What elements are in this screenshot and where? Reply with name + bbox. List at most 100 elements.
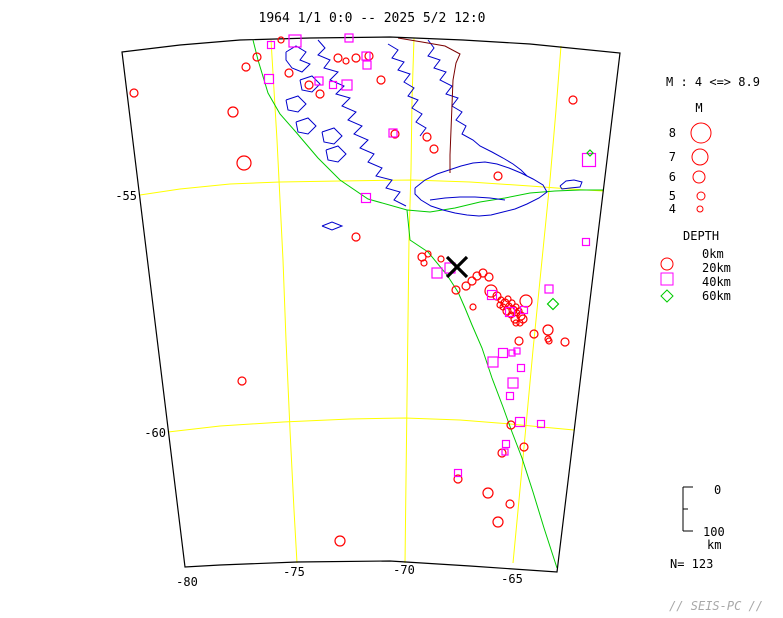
depth-0km-label: 0km bbox=[702, 247, 724, 261]
mag-7-label: 7 bbox=[669, 150, 676, 164]
epicenter-square-icon bbox=[519, 305, 529, 315]
epicenter-square-icon bbox=[508, 349, 516, 357]
lat-label--55: -55 bbox=[115, 189, 137, 203]
seis-pc-watermark: // SEIS-PC // bbox=[669, 599, 763, 613]
coastline bbox=[285, 95, 307, 113]
depth-scale-unit-label: km bbox=[707, 538, 721, 552]
epicenter-circle-icon bbox=[529, 329, 539, 339]
epicenter-square-icon bbox=[453, 468, 463, 478]
plate-boundary-line bbox=[406, 209, 558, 569]
coastlines bbox=[285, 39, 583, 231]
latitude-line bbox=[167, 417, 575, 433]
coastline bbox=[429, 196, 506, 201]
depth-legend: DEPTH 0km 20km 40km 60km bbox=[660, 229, 731, 303]
depth-header: DEPTH bbox=[683, 229, 719, 243]
epicenter-circle-icon bbox=[519, 294, 533, 308]
graticule-lines bbox=[139, 37, 604, 564]
epicenter-square-icon bbox=[544, 284, 554, 294]
x-stroke bbox=[445, 255, 469, 279]
longitude-line bbox=[270, 39, 298, 564]
event-count-label: N= 123 bbox=[670, 557, 713, 571]
epicenter-circle-icon bbox=[342, 57, 350, 65]
country-border-line bbox=[397, 37, 461, 173]
coastline bbox=[299, 75, 321, 93]
mag-6-label: 6 bbox=[669, 170, 676, 184]
lon-label--80: -80 bbox=[176, 575, 198, 589]
epicenter-circle-icon bbox=[227, 106, 239, 118]
epicenter-circle-icon bbox=[236, 155, 252, 171]
epicenter-square-icon bbox=[431, 267, 443, 279]
latitude-line bbox=[139, 179, 604, 196]
epicenter-square-icon bbox=[328, 80, 338, 90]
epicenter-circle-icon bbox=[512, 319, 520, 327]
depth-scale-100-label: 100 bbox=[703, 525, 725, 539]
epicenter-diamond-icon bbox=[546, 297, 560, 311]
depth-20-40-square-icon bbox=[660, 272, 674, 286]
coastline bbox=[321, 127, 343, 145]
epicenter-markers bbox=[129, 33, 597, 547]
epicenter-circle-icon bbox=[493, 171, 503, 181]
lon-label--75: -75 bbox=[283, 565, 305, 579]
coastline bbox=[285, 45, 311, 73]
depth-40km-label: 40km bbox=[702, 275, 731, 289]
epicenter-square-icon bbox=[581, 152, 597, 168]
epicenter-circle-icon bbox=[284, 68, 294, 78]
epicenter-circle-icon bbox=[492, 516, 504, 528]
mag-5-label: 5 bbox=[669, 189, 676, 203]
mag-6-circle-icon bbox=[692, 170, 706, 184]
epicenter-square-icon bbox=[497, 347, 509, 359]
longitude-line bbox=[512, 45, 562, 564]
coastline bbox=[427, 39, 528, 177]
coastline bbox=[325, 145, 347, 163]
epicenter-square-icon bbox=[263, 73, 275, 85]
mag-4-circle-icon bbox=[696, 205, 704, 213]
epicenter-square-icon bbox=[486, 289, 498, 301]
epicenter-circle-icon bbox=[516, 319, 524, 327]
epicenter-circle-icon bbox=[568, 95, 578, 105]
epicenter-circle-icon bbox=[252, 52, 262, 62]
epicenter-square-icon bbox=[388, 128, 398, 138]
depth-40-60-diamond-icon bbox=[660, 289, 674, 303]
epicenter-square-icon bbox=[288, 34, 302, 48]
epicenter-circle-icon bbox=[461, 281, 471, 291]
epicenter-square-icon bbox=[314, 76, 324, 86]
epicenter-circle-icon bbox=[505, 499, 515, 509]
mag-8-label: 8 bbox=[669, 126, 676, 140]
epicenter-square-icon bbox=[341, 79, 353, 91]
map-frame bbox=[121, 36, 621, 573]
coastline bbox=[295, 117, 317, 135]
depth-20km-label: 20km bbox=[702, 261, 731, 275]
epicenter-square-icon bbox=[536, 419, 546, 429]
epicenter-circle-icon bbox=[429, 144, 439, 154]
magnitude-size-legend: 8 7 6 5 4 bbox=[669, 122, 712, 216]
epicenter-circle-icon bbox=[376, 75, 386, 85]
epicenter-circle-icon bbox=[451, 285, 461, 295]
time-range-title: 1964 1/1 0:0 -- 2025 5/2 12:0 bbox=[259, 11, 486, 26]
lon-label--65: -65 bbox=[501, 572, 523, 586]
epicenter-square-icon bbox=[513, 347, 521, 355]
epicenter-circle-icon bbox=[519, 442, 529, 452]
depth-scale bbox=[682, 486, 693, 532]
epicenter-circle-icon bbox=[467, 276, 477, 286]
mag-5-circle-icon bbox=[696, 191, 706, 201]
epicenter-circle-icon bbox=[237, 376, 247, 386]
epicenter-circle-icon bbox=[422, 132, 432, 142]
plate-boundary-line bbox=[406, 189, 603, 213]
epicenter-circle-icon bbox=[545, 337, 553, 345]
epicenter-square-icon bbox=[487, 356, 499, 368]
epicenter-circle-icon bbox=[508, 299, 516, 307]
epicenter-circle-icon bbox=[437, 255, 445, 263]
epicenter-square-icon bbox=[266, 40, 276, 50]
plate-boundary-lines bbox=[252, 39, 603, 569]
epicenter-diamond-icon bbox=[586, 149, 594, 157]
epicenter-square-icon bbox=[360, 192, 372, 204]
coastline bbox=[559, 179, 583, 190]
epicenter-circle-icon bbox=[334, 535, 346, 547]
mainshock-x-marker bbox=[445, 255, 469, 279]
epicenter-circle-icon bbox=[351, 232, 361, 242]
epicenter-circle-icon bbox=[315, 89, 325, 99]
longitude-line bbox=[404, 37, 415, 564]
epicenter-square-icon bbox=[507, 377, 519, 389]
